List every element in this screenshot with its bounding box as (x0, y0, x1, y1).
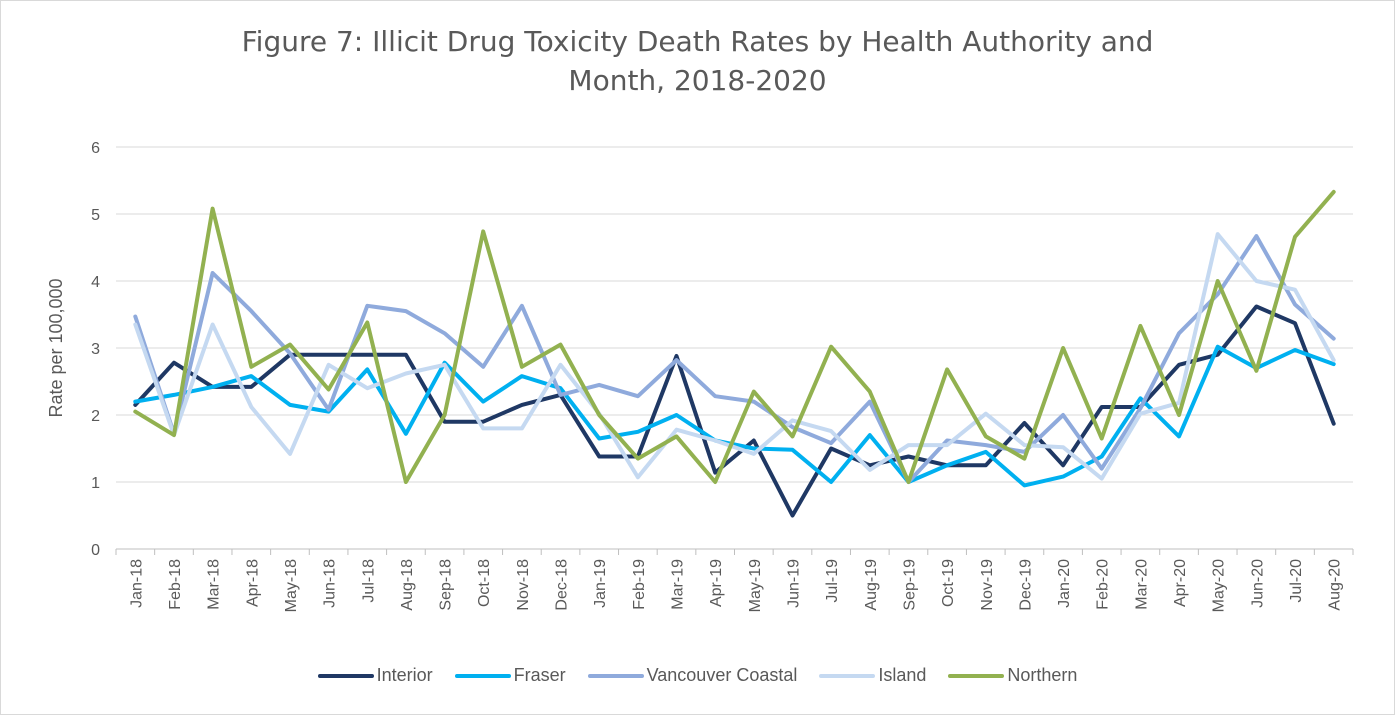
y-tick-label: 1 (91, 475, 100, 492)
legend-swatch-interior (317, 673, 374, 678)
x-tick-label: Jul-20 (1288, 559, 1305, 603)
y-tick-label: 4 (91, 274, 100, 291)
y-axis-label: Rate per 100,000 (46, 278, 66, 417)
x-tick-label: Aug-20 (1327, 559, 1344, 611)
x-tick-label: Aug-18 (399, 559, 416, 611)
x-tick-label: Jan-20 (1056, 559, 1073, 608)
legend-swatch-vancouver-coastal (587, 673, 644, 678)
series-line-fraser (133, 344, 1336, 488)
x-tick-label: May-19 (747, 559, 764, 612)
chart-title-line-1: Figure 7: Illicit Drug Toxicity Death Ra… (241, 25, 1154, 58)
y-tick-label: 6 (91, 140, 100, 157)
x-tick-label: Oct-18 (476, 559, 493, 607)
x-tick-label: Mar-18 (206, 559, 223, 610)
x-tick-label: Apr-20 (1172, 559, 1189, 607)
legend-swatch-northern (948, 673, 1005, 678)
legend-swatch-fraser (454, 673, 511, 678)
x-tick-label: Mar-20 (1133, 559, 1150, 610)
x-tick-label: Jul-18 (360, 559, 377, 603)
legend-item-interior: Interior (317, 665, 433, 686)
series-line-vancouver-coastal (133, 234, 1336, 484)
chart-title-line-2: Month, 2018-2020 (568, 64, 827, 97)
y-tick-label: 0 (91, 542, 100, 559)
x-tick-label: Sep-18 (438, 559, 455, 611)
axes: 0 1 2 3 4 5 6 Jan-18 Feb-18 Mar-18 Apr-18 May-18 Jun… (46, 140, 1354, 612)
x-tick-label: Nov-18 (515, 559, 532, 611)
x-tick-label: Jan-18 (128, 559, 145, 608)
legend-item-fraser: Fraser (454, 665, 566, 686)
y-tick-label: 3 (91, 341, 100, 358)
y-tick-label: 5 (91, 207, 100, 224)
x-tick-label: Jun-18 (322, 559, 339, 608)
x-tick-label: Dec-18 (554, 559, 571, 611)
x-tick-label: Aug-19 (863, 559, 880, 611)
series-line-northern (133, 189, 1336, 484)
legend: Interior Fraser Vancouver Coastal Island Nor… (0, 665, 1395, 686)
x-tick-label: Feb-19 (631, 559, 648, 610)
x-tick-label: Feb-20 (1095, 559, 1112, 610)
x-tick-label: Jun-20 (1249, 559, 1266, 608)
legend-item-northern: Northern (948, 665, 1077, 686)
legend-label-island: Island (878, 665, 927, 685)
x-tick-label: May-20 (1211, 559, 1228, 612)
series-lines (133, 189, 1336, 518)
legend-item-vancouver-coastal: Vancouver Coastal (587, 665, 798, 686)
x-tick-label: Nov-19 (979, 559, 996, 611)
x-tick-label: Dec-19 (1017, 559, 1034, 611)
legend-label-fraser: Fraser (513, 665, 566, 685)
x-tick-label: Jun-19 (785, 559, 802, 608)
y-tick-label: 2 (91, 408, 100, 425)
legend-swatch-island (819, 673, 876, 678)
x-tick-label: Oct-19 (940, 559, 957, 607)
x-tick-label: Jan-19 (592, 559, 609, 608)
legend-label-vancouver-coastal: Vancouver Coastal (646, 665, 798, 685)
legend-item-island: Island (819, 665, 926, 686)
x-tick-label: Feb-18 (167, 559, 184, 610)
chart-title: Figure 7: Illicit Drug Toxicity Death Ra… (0, 22, 1395, 100)
gridlines (116, 146, 1353, 483)
x-tick-label: Apr-18 (244, 559, 261, 607)
series-line-island (133, 232, 1336, 481)
x-tick-label: Sep-19 (901, 559, 918, 611)
x-tick-label: Apr-19 (708, 559, 725, 607)
legend-label-interior: Interior (376, 665, 433, 685)
x-tick-label: Mar-19 (670, 559, 687, 610)
x-tick-label: Jul-19 (824, 559, 841, 603)
x-tick-label: May-18 (283, 559, 300, 612)
legend-label-northern: Northern (1007, 665, 1078, 685)
